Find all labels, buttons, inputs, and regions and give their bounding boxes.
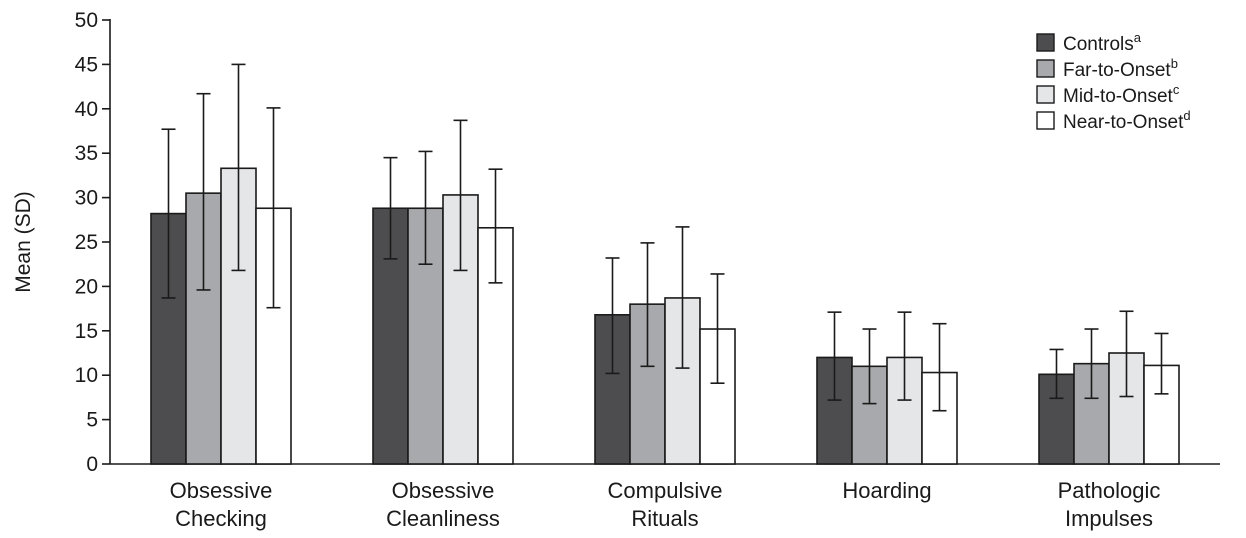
y-tick-label: 45 xyxy=(75,53,98,76)
y-tick-label: 30 xyxy=(75,187,98,210)
legend-swatch xyxy=(1036,111,1055,130)
y-tick-label: 50 xyxy=(75,9,98,32)
y-tick-label: 25 xyxy=(75,231,98,254)
y-tick-label: 5 xyxy=(86,409,98,432)
category-labels: Obsessive Checking Obsessive Cleanliness Com… xyxy=(170,478,1161,531)
category-label: Checking xyxy=(175,506,267,531)
category-label: Obsessive xyxy=(170,478,273,503)
legend-superscript: b xyxy=(1171,56,1178,71)
y-tick-label: 20 xyxy=(75,275,98,298)
bar xyxy=(1108,352,1145,465)
category-label: Pathologic xyxy=(1058,478,1161,503)
legend-swatch xyxy=(1036,59,1055,78)
bars xyxy=(150,167,1180,465)
y-tick-label: 35 xyxy=(75,142,98,165)
legend-swatch xyxy=(1036,33,1055,52)
y-tick-label: 15 xyxy=(75,320,98,343)
legend: ControlsaFar-to-OnsetbMid-to-OnsetcNear-… xyxy=(1036,30,1191,133)
legend-swatch xyxy=(1036,85,1055,104)
category-label: Hoarding xyxy=(842,478,931,503)
y-tick-label: 10 xyxy=(75,364,98,387)
y-axis-label: Mean (SD) xyxy=(12,191,35,293)
category-label: Compulsive xyxy=(608,478,723,503)
error-bars xyxy=(161,63,1169,412)
axes: 0 5 10 15 20 25 30 35 40 45 50 xyxy=(75,9,1220,476)
legend-superscript: c xyxy=(1173,82,1180,97)
legend-label: Mid-to-Onsetc xyxy=(1063,82,1180,107)
legend-label: Far-to-Onsetb xyxy=(1063,56,1178,81)
legend-label: Near-to-Onsetd xyxy=(1063,108,1191,133)
category-label: Impulses xyxy=(1065,506,1153,531)
legend-label: Controlsa xyxy=(1063,30,1142,55)
legend-superscript: a xyxy=(1134,30,1142,45)
y-tick-label: 40 xyxy=(75,98,98,121)
category-label: Rituals xyxy=(631,506,698,531)
y-tick-label: 0 xyxy=(86,453,98,476)
category-label: Obsessive xyxy=(392,478,495,503)
legend-superscript: d xyxy=(1183,108,1190,123)
category-label: Cleanliness xyxy=(386,506,500,531)
